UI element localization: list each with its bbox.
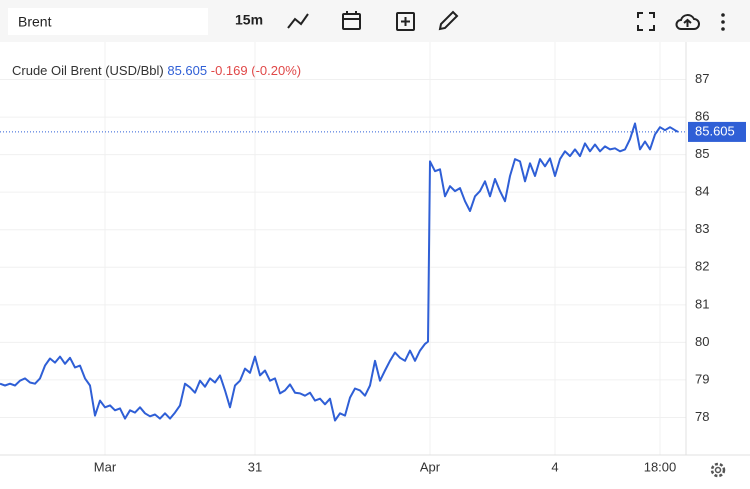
plot xyxy=(0,42,750,456)
y-tick-label: 84 xyxy=(695,184,709,199)
cloud-icon[interactable] xyxy=(675,14,700,30)
x-tick-label: 4 xyxy=(551,459,558,474)
chart-title: Crude Oil Brent (USD/Bbl) xyxy=(12,63,164,78)
x-tick-label: Apr xyxy=(420,459,441,474)
y-tick-label: 85 xyxy=(695,146,709,161)
last-price: 85.605 xyxy=(167,63,207,78)
search-box[interactable] xyxy=(8,8,208,35)
change-percent: (-0.20%) xyxy=(251,63,301,78)
x-tick-label: 18:00 xyxy=(644,459,677,474)
last-price-badge xyxy=(688,121,746,142)
y-tick-label: 83 xyxy=(695,221,709,236)
y-tick-label: 87 xyxy=(695,71,709,86)
line-type-icon[interactable] xyxy=(287,13,309,29)
x-tick-label: Mar xyxy=(94,459,117,474)
draw-icon[interactable] xyxy=(438,10,459,31)
change: -0.169 xyxy=(211,63,248,78)
y-tick-label: 80 xyxy=(695,334,709,349)
fullscreen-icon[interactable] xyxy=(637,12,655,31)
search-text[interactable]: Brent xyxy=(18,14,52,30)
y-tick-label: 86 xyxy=(695,109,709,124)
add-icon[interactable] xyxy=(396,12,415,31)
settings-icon[interactable] xyxy=(710,462,726,478)
price-line xyxy=(0,122,679,422)
menu-icon[interactable] xyxy=(721,13,725,31)
y-tick-label: 81 xyxy=(695,296,709,311)
interval[interactable]: 15m xyxy=(235,12,263,28)
chart-header: Crude Oil Brent (USD/Bbl) 85.605 -0.169 … xyxy=(12,63,301,78)
x-tick-label: 31 xyxy=(248,459,262,474)
y-tick-label: 82 xyxy=(695,259,709,274)
calendar-icon[interactable] xyxy=(342,11,361,30)
y-tick-label: 79 xyxy=(695,371,709,386)
y-tick-label: 78 xyxy=(695,409,709,424)
last-price-label: 85.605 xyxy=(695,123,735,138)
